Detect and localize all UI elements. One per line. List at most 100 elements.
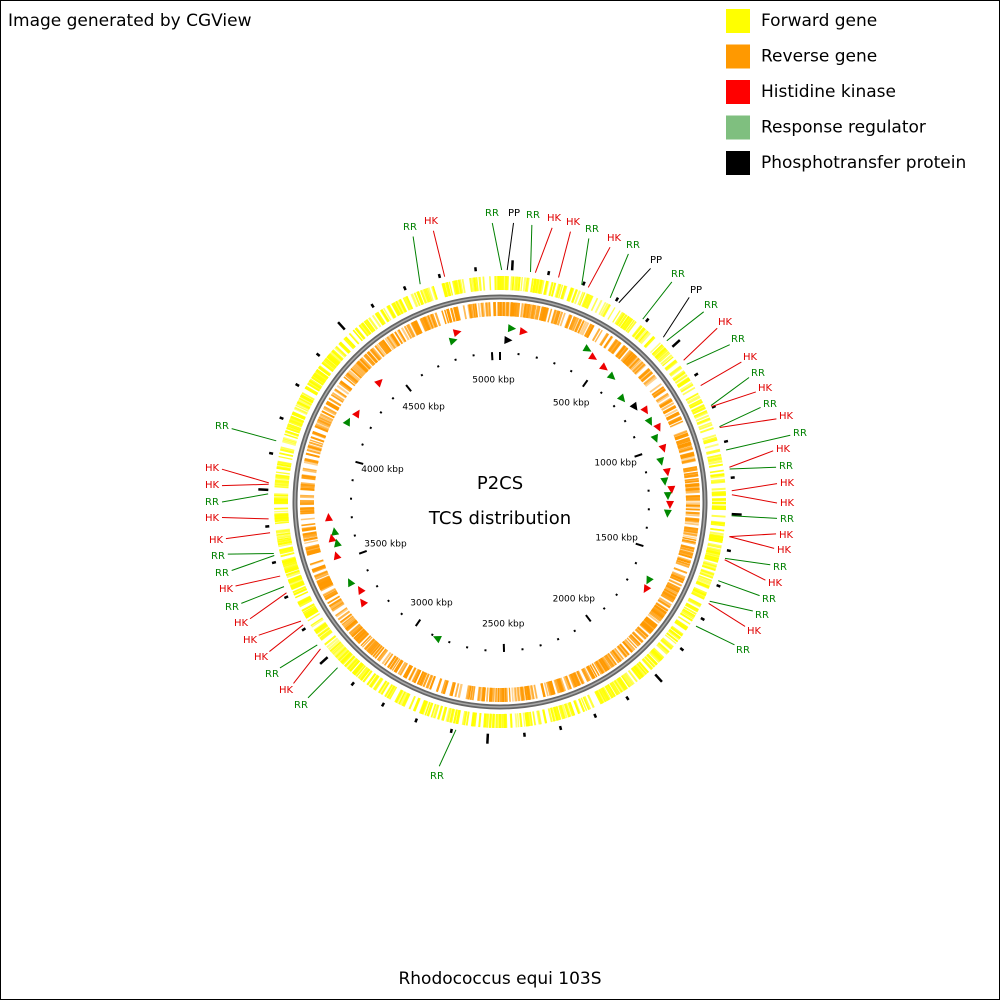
- forward-gene: [479, 277, 480, 291]
- feature-label: HK: [279, 685, 294, 696]
- reverse-gene: [507, 302, 508, 316]
- feature-label: HK: [718, 317, 733, 328]
- feature-label: HK: [254, 652, 269, 663]
- outer-tick: [512, 260, 513, 270]
- scale-label: 2500 kbp: [482, 619, 525, 629]
- scale-tick: [554, 362, 555, 364]
- feature-label: RR: [585, 224, 599, 235]
- outer-tick: [717, 585, 721, 586]
- outer-tick: [404, 286, 406, 290]
- scale-label: 3500 kbp: [364, 540, 407, 550]
- outer-tick: [284, 596, 288, 598]
- feature-label: RR: [211, 551, 225, 562]
- feature-label: PP: [650, 255, 662, 266]
- scale-tick: [455, 359, 456, 361]
- forward-gene: [275, 487, 289, 488]
- reverse-gene: [686, 513, 700, 514]
- reverse-gene: [686, 489, 700, 490]
- feature-label: RR: [403, 222, 417, 233]
- scale-tick: [449, 641, 450, 643]
- scale-tick: [388, 600, 389, 601]
- legend-label: Phosphotransfer protein: [761, 153, 966, 173]
- outer-tick: [560, 726, 561, 730]
- reverse-gene: [300, 489, 314, 490]
- scale-label: 1000 kbp: [594, 459, 637, 469]
- reverse-gene: [507, 688, 508, 702]
- scale-tick: [633, 437, 635, 438]
- forward-gene: [275, 520, 289, 521]
- outer-tick: [415, 719, 416, 723]
- outer-tick: [594, 714, 596, 718]
- feature-label: HK: [747, 626, 762, 637]
- scale-tick: [635, 563, 637, 564]
- outer-tick: [269, 453, 273, 454]
- reverse-gene: [300, 513, 314, 514]
- forward-gene: [519, 277, 520, 291]
- scale-tick: [616, 594, 618, 595]
- legend-swatch: [726, 9, 750, 33]
- scale-tick: [432, 634, 433, 636]
- legend-label: Forward gene: [761, 11, 877, 31]
- outer-tick: [727, 550, 731, 551]
- organism: Rhodococcus equi 103S: [398, 969, 601, 989]
- feature-label: RR: [526, 210, 540, 221]
- feature-label: RR: [751, 368, 765, 379]
- forward-gene: [487, 714, 488, 728]
- reverse-gene: [515, 303, 516, 317]
- feature-label: RR: [731, 334, 745, 345]
- reverse-gene: [491, 688, 492, 702]
- reverse-gene: [490, 302, 491, 316]
- forward-gene: [517, 277, 518, 291]
- feature-label: RR: [215, 421, 229, 432]
- feature-label: RR: [485, 208, 499, 219]
- scale-tick: [401, 613, 402, 615]
- feature-label: RR: [205, 497, 219, 508]
- feature-label: HK: [547, 213, 562, 224]
- forward-gene: [513, 276, 514, 290]
- feature-label: RR: [704, 300, 718, 311]
- feature-label: HK: [779, 411, 794, 422]
- feature-label: HK: [779, 530, 794, 541]
- forward-gene: [484, 713, 485, 727]
- scale-tick: [376, 586, 378, 587]
- reverse-gene: [487, 688, 488, 702]
- scale-label: 3000 kbp: [410, 598, 453, 608]
- legend-label: Reverse gene: [761, 47, 877, 67]
- forward-gene: [490, 714, 491, 728]
- leader-line: [228, 554, 274, 555]
- outer-tick: [439, 274, 440, 278]
- scale-tick: [574, 630, 575, 632]
- forward-gene: [490, 276, 491, 290]
- outer-tick: [616, 298, 618, 301]
- forward-gene: [712, 489, 726, 490]
- feature-label: PP: [508, 208, 520, 219]
- reverse-gene: [300, 509, 314, 510]
- map-title: P2CS: [477, 473, 523, 494]
- forward-gene: [274, 514, 288, 515]
- outer-tick: [701, 618, 704, 620]
- feature-label: RR: [225, 602, 239, 613]
- scale-tick: [624, 421, 626, 422]
- feature-label: HK: [205, 480, 220, 491]
- scale-tick: [438, 365, 439, 367]
- feature-label: RR: [779, 461, 793, 472]
- legend-label: Response regulator: [761, 118, 926, 138]
- feature-label: RR: [671, 269, 685, 280]
- feature-label: RR: [763, 399, 777, 410]
- feature-label: RR: [793, 428, 807, 439]
- feature-label: RR: [430, 771, 444, 782]
- scale-tick: [603, 608, 604, 609]
- scale-tick: [613, 406, 615, 407]
- feature-label: HK: [607, 233, 622, 244]
- forward-gene: [511, 276, 512, 290]
- forward-gene: [476, 277, 477, 291]
- reverse-gene: [486, 302, 487, 316]
- feature-label: HK: [758, 383, 773, 394]
- reverse-gene: [481, 303, 482, 317]
- reverse-gene: [686, 509, 700, 510]
- legend-swatch: [726, 116, 750, 140]
- outer-tick: [296, 384, 299, 386]
- forward-gene: [275, 517, 289, 518]
- reverse-gene: [509, 688, 510, 702]
